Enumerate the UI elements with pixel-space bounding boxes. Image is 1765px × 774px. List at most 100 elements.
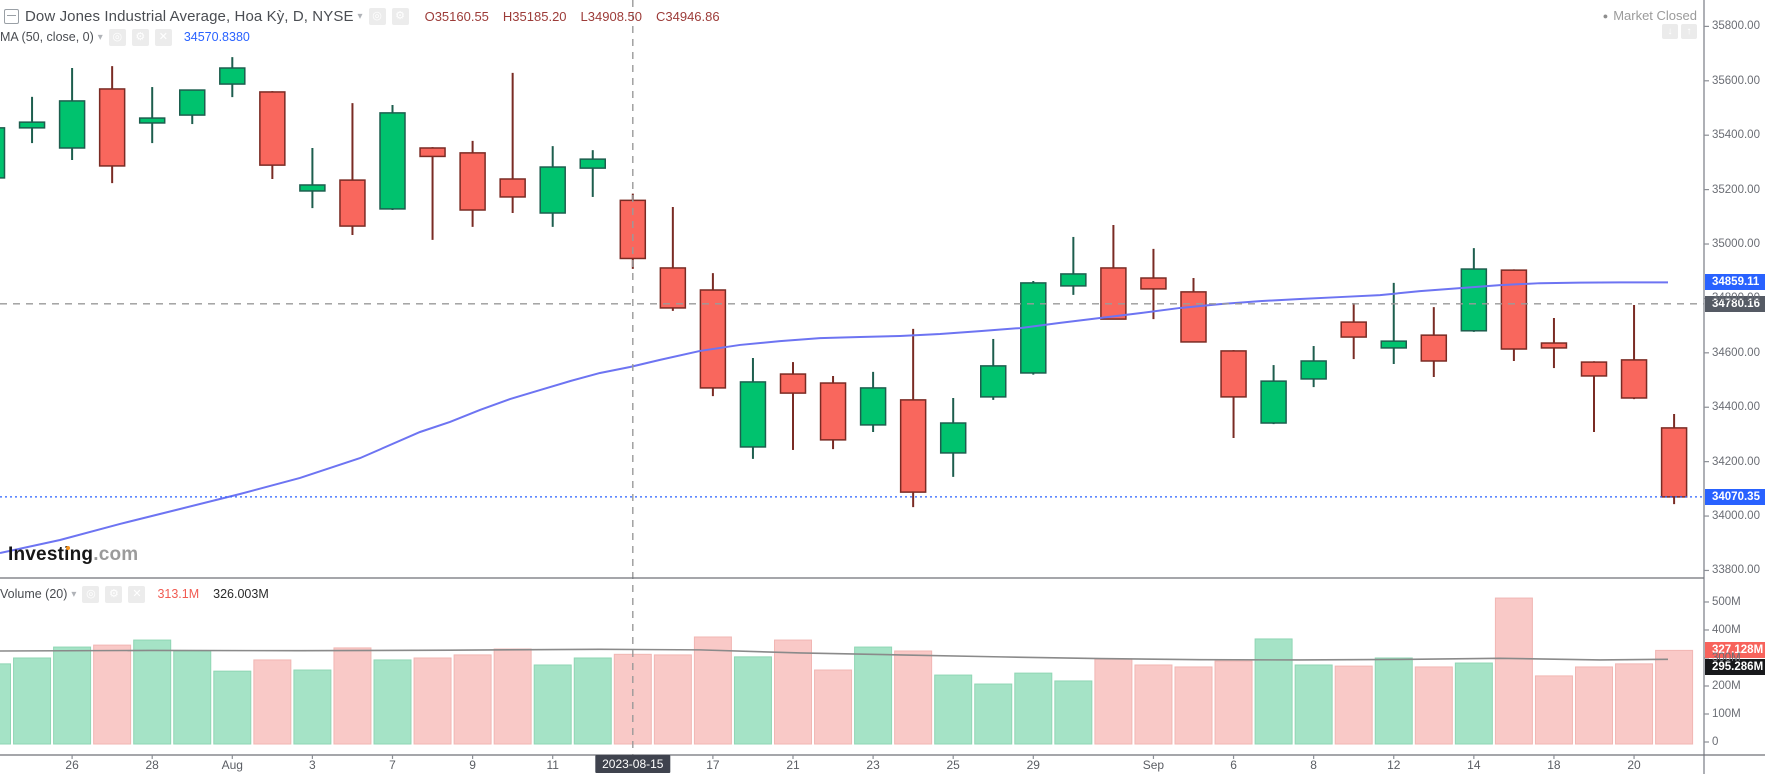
eye-icon[interactable]: ◎ xyxy=(368,7,386,25)
price-axis-tick-label: 34000.00 xyxy=(1712,510,1760,523)
open-value: O35160.55 xyxy=(424,8,489,24)
candle-up xyxy=(18,121,46,129)
volume-bar xyxy=(133,639,172,745)
time-axis-tick-label: 6 xyxy=(1230,758,1237,772)
volume-bar xyxy=(854,646,893,745)
candle-down xyxy=(499,178,526,198)
time-axis-tick-label: 8 xyxy=(1310,758,1317,772)
volume-bar xyxy=(1134,664,1173,745)
ma-axis-label: 34859.11 xyxy=(1705,274,1765,291)
volume-bar xyxy=(1054,680,1093,745)
volume-bar xyxy=(493,648,532,745)
volume-bar xyxy=(733,656,772,745)
volume-bar xyxy=(653,654,692,745)
chevron-down-icon[interactable]: ▾ xyxy=(357,10,363,22)
candle-down xyxy=(1540,342,1568,349)
volume-bar xyxy=(774,639,812,745)
volume-indicator-label[interactable]: Volume (20) xyxy=(0,587,68,601)
volume-bar xyxy=(1094,658,1133,745)
volume-bar xyxy=(1454,662,1493,745)
candle-down xyxy=(1420,334,1448,362)
volume-axis-tick-label: 0 xyxy=(1712,736,1719,748)
crosshair-price-label: 34780.16 xyxy=(1705,295,1765,312)
market-status-text: Market Closed xyxy=(1613,8,1697,23)
time-axis-tick-label: 11 xyxy=(546,758,559,772)
symbol-header: Dow Jones Industrial Average, Hoa Kỳ, D,… xyxy=(4,6,720,26)
candle-up xyxy=(859,387,887,426)
candle-down xyxy=(1580,361,1608,377)
chevron-down-icon[interactable]: ▾ xyxy=(97,31,103,43)
volume-axis-tick-label: 100M xyxy=(1712,707,1741,720)
candle-up xyxy=(379,112,406,210)
volume-bar xyxy=(1174,666,1213,745)
time-axis-tick-label: Aug xyxy=(221,758,243,772)
candle-up xyxy=(1260,380,1287,424)
logo-suffix: .com xyxy=(93,544,139,565)
candle-down xyxy=(699,289,727,389)
candle-up xyxy=(1060,273,1087,287)
volume-ma-value: 326.003M xyxy=(213,587,269,601)
close-icon[interactable]: ✕ xyxy=(154,28,172,46)
volume-bar xyxy=(533,664,572,745)
time-axis-tick-label: 12 xyxy=(1387,758,1401,772)
volume-bar xyxy=(934,674,973,745)
ma-indicator-label[interactable]: MA (50, close, 0) xyxy=(0,30,94,44)
gear-icon[interactable]: ⚙ xyxy=(391,7,409,25)
time-axis-tick-label: 3 xyxy=(309,758,316,772)
symbol-title[interactable]: Dow Jones Industrial Average, Hoa Kỳ, D,… xyxy=(25,7,354,25)
candle-up xyxy=(58,100,86,149)
candle-down xyxy=(1340,321,1367,338)
candle-up xyxy=(1460,268,1488,332)
arrow-up-icon[interactable]: ↑ xyxy=(1681,24,1697,39)
price-axis-tick-label: 34200.00 xyxy=(1712,455,1760,468)
price-axis-tick-label: 33800.00 xyxy=(1712,564,1760,577)
volume-bar xyxy=(1374,657,1413,745)
volume-bar xyxy=(1214,660,1253,745)
volume-ma-axis-label: 295.286M xyxy=(1705,659,1765,675)
volume-bar xyxy=(894,650,933,745)
candle-up xyxy=(1380,340,1407,349)
gear-icon[interactable]: ⚙ xyxy=(105,585,123,603)
time-axis-tick-label: 14 xyxy=(1467,758,1481,772)
volume-bar xyxy=(1575,666,1613,745)
eye-icon[interactable]: ◎ xyxy=(108,28,126,46)
candle-down xyxy=(819,382,847,441)
volume-bar xyxy=(293,669,332,745)
candle-down xyxy=(779,373,807,394)
volume-bar xyxy=(373,659,412,745)
chart-menu-icon[interactable] xyxy=(4,8,19,24)
candle-down xyxy=(1620,359,1648,399)
volume-indicator-row: Volume (20) ▾ ◎ ⚙ ✕ 313.1M 326.003M xyxy=(0,585,269,603)
volume-bar xyxy=(1334,665,1373,745)
volume-axis-tick-label: 500M xyxy=(1712,595,1741,608)
volume-bar xyxy=(93,644,132,745)
volume-axis-tick-label: 200M xyxy=(1712,679,1741,692)
gear-icon[interactable]: ⚙ xyxy=(131,28,149,46)
volume-bar xyxy=(173,650,212,745)
volume-bar xyxy=(1414,666,1453,745)
candle-down xyxy=(459,152,486,211)
close-icon[interactable]: ✕ xyxy=(128,585,146,603)
candle-up xyxy=(939,422,967,454)
close-value: C34946.86 xyxy=(656,8,720,24)
time-axis-tick-label: 9 xyxy=(469,758,476,772)
low-value: L34908.50 xyxy=(580,8,642,24)
eye-icon[interactable]: ◎ xyxy=(82,585,100,603)
pane-buttons: ↓ ↑ xyxy=(1662,24,1697,39)
market-status: ● Market Closed xyxy=(1603,8,1697,23)
ma50-line xyxy=(0,281,1669,555)
crosshair-date-badge: 2023-08-15 xyxy=(595,755,671,773)
arrow-down-icon[interactable]: ↓ xyxy=(1662,24,1678,39)
volume-bar xyxy=(1534,675,1573,745)
candle-up xyxy=(138,117,166,124)
price-axis-tick-label: 34400.00 xyxy=(1712,401,1760,414)
chevron-down-icon[interactable]: ▾ xyxy=(71,588,77,600)
volume-bar xyxy=(1254,638,1293,745)
volume-bar xyxy=(1494,597,1533,745)
candle-up xyxy=(299,184,326,192)
volume-bar xyxy=(0,663,11,745)
price-axis-tick-label: 35200.00 xyxy=(1712,183,1760,196)
time-axis-tick-label: 20 xyxy=(1627,758,1641,772)
candle-up xyxy=(179,89,206,116)
